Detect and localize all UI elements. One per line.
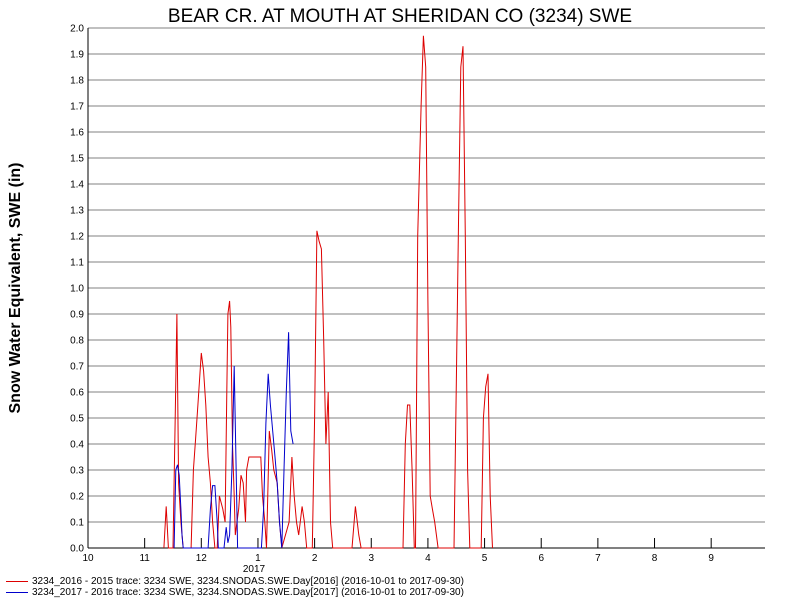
legend-swatch-blue xyxy=(6,591,28,593)
x-year-label: 2017 xyxy=(243,564,266,575)
legend-label-2016: 3234_2016 - 2015 trace: 3234 SWE, 3234.S… xyxy=(32,576,464,587)
legend-entry-2017: 3234_2017 - 2016 trace: 3234 SWE, 3234.S… xyxy=(6,587,464,598)
y-tick-label-4: 0.4 xyxy=(70,440,84,451)
series-line-1 xyxy=(173,332,294,549)
legend-swatch-red xyxy=(6,580,28,582)
legend-entry-2016: 3234_2016 - 2015 trace: 3234 SWE, 3234.S… xyxy=(6,576,464,587)
y-tick-labels: 0.0 0.1 0.2 0.3 0.4 0.5 0.6 0.7 0.8 0.9 1.0 1.1 1.2 1… xyxy=(70,24,84,555)
legend-label-2017: 3234_2017 - 2016 trace: 3234 SWE, 3234.S… xyxy=(32,587,464,598)
y-tick-label-0: 0.0 xyxy=(70,544,84,555)
x-tick-label-1: 11 xyxy=(139,553,150,564)
y-tick-label-12: 1.2 xyxy=(70,232,84,243)
y-tick-label-7: 0.7 xyxy=(70,362,84,373)
y-tick-label-1: 0.1 xyxy=(70,518,84,529)
y-tick-label-6: 0.6 xyxy=(70,388,84,399)
y-tick-label-14: 1.4 xyxy=(70,180,84,191)
x-tick-label-11: 9 xyxy=(708,553,714,564)
x-tick-label-7: 5 xyxy=(482,553,488,564)
x-tick-label-2: 12 xyxy=(196,553,208,564)
y-tick-label-11: 1.1 xyxy=(70,258,84,269)
chart-title: BEAR CR. AT MOUTH AT SHERIDAN CO (3234) … xyxy=(168,6,632,27)
series-lines xyxy=(163,35,493,549)
x-tick-label-4: 2 xyxy=(312,553,318,564)
y-tick-label-2: 0.2 xyxy=(70,492,84,503)
y-tick-label-17: 1.7 xyxy=(70,102,84,113)
x-tick-label-5: 3 xyxy=(368,553,374,564)
x-tick-label-6: 4 xyxy=(425,553,431,564)
x-tick-label-0: 10 xyxy=(82,553,94,564)
y-tick-label-13: 1.3 xyxy=(70,206,84,217)
x-tick-label-8: 6 xyxy=(538,553,544,564)
y-tick-label-16: 1.6 xyxy=(70,128,84,139)
x-tick-label-10: 8 xyxy=(652,553,658,564)
series-line-0 xyxy=(163,35,493,549)
y-tick-label-15: 1.5 xyxy=(70,154,84,165)
y-tick-label-3: 0.3 xyxy=(70,466,84,477)
y-tick-label-19: 1.9 xyxy=(70,50,84,61)
y-tick-label-20: 2.0 xyxy=(70,24,84,35)
y-tick-label-10: 1.0 xyxy=(70,284,84,295)
x-tick-label-3: 1 xyxy=(255,553,261,564)
y-tick-label-8: 0.8 xyxy=(70,336,84,347)
x-tick-label-9: 7 xyxy=(595,553,601,564)
y-tick-label-9: 0.9 xyxy=(70,310,84,321)
y-axis-label: Snow Water Equivalent, SWE (in) xyxy=(7,163,24,414)
y-tick-label-5: 0.5 xyxy=(70,414,84,425)
y-tick-label-18: 1.8 xyxy=(70,76,84,87)
